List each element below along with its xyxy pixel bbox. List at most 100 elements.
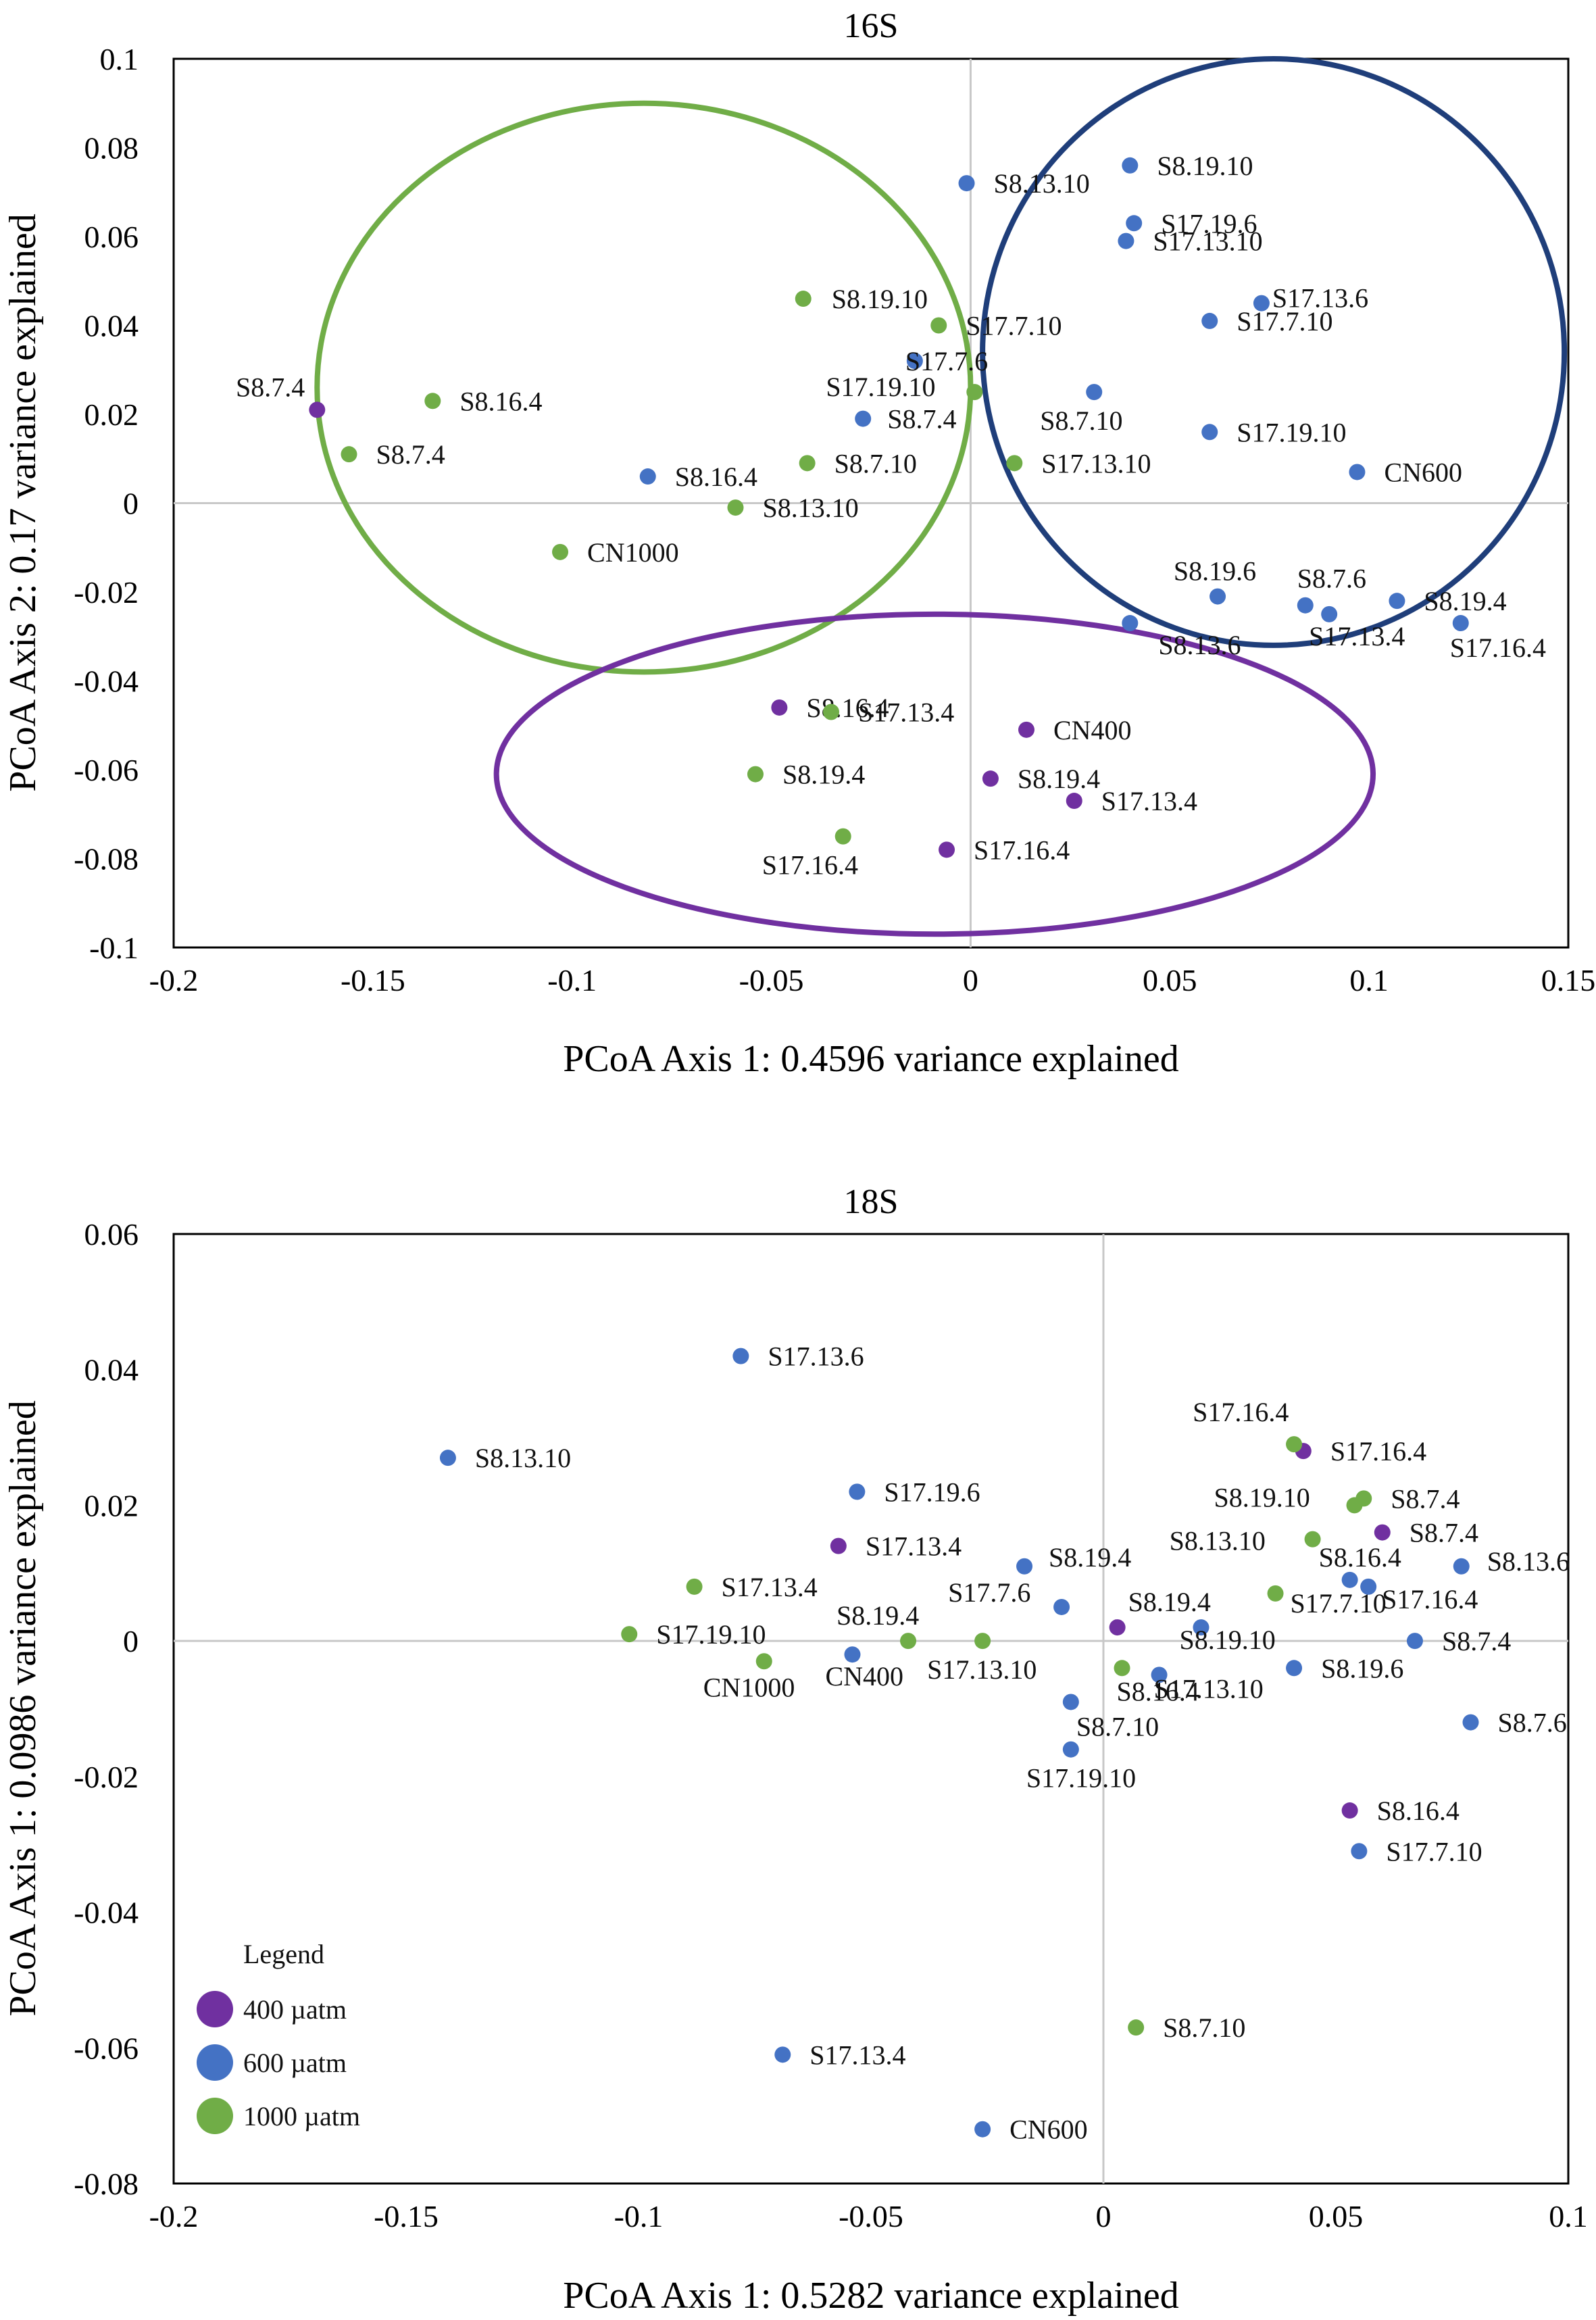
data-point: S17.13.6	[1253, 283, 1368, 314]
data-point: S8.16.4	[771, 693, 889, 723]
y-tick-label: 0.02	[84, 1488, 139, 1523]
data-point: S17.13.6	[732, 1341, 864, 1372]
point-marker	[439, 1450, 456, 1466]
data-point: S17.19.10	[621, 1619, 766, 1650]
point-label: S17.13.10	[1041, 448, 1151, 478]
point-label: S8.7.10	[1040, 405, 1122, 436]
data-point: S8.19.4	[1109, 1587, 1211, 1636]
point-label: S17.16.4	[1450, 633, 1546, 663]
x-tick-label: -0.05	[739, 963, 804, 997]
x-tick-label: -0.1	[547, 963, 597, 997]
point-label: S8.7.4	[376, 439, 445, 470]
point-label: S8.19.4	[1128, 1587, 1211, 1617]
data-point: S17.13.10	[1006, 448, 1151, 478]
x-tick-label: 0	[963, 963, 978, 997]
y-tick-label: -0.08	[74, 2167, 139, 2201]
point-label: S8.19.4	[1049, 1542, 1131, 1573]
point-label: S17.13.4	[1309, 621, 1405, 651]
data-point: S8.7.4	[1355, 1483, 1460, 1514]
data-point: S17.19.6	[849, 1477, 980, 1507]
point-marker	[1341, 1571, 1358, 1588]
point-label: S17.19.10	[1237, 417, 1346, 447]
point-marker	[939, 841, 955, 858]
chart-title: 16S	[844, 7, 899, 45]
point-label: S8.16.4	[1319, 1542, 1401, 1573]
data-point: S17.16.4	[1450, 615, 1546, 663]
data-point: CN600	[974, 2115, 1088, 2145]
y-tick-label: -0.04	[74, 1896, 139, 1930]
point-label: S17.19.10	[826, 372, 935, 402]
data-point: S8.19.10	[1214, 1482, 1363, 1514]
data-point: S17.16.4	[939, 835, 1070, 865]
data-point: S17.16.4	[1360, 1578, 1478, 1614]
point-marker	[1346, 1497, 1363, 1514]
legend-swatch-600	[197, 2044, 233, 2081]
point-marker	[958, 175, 975, 192]
data-point: S8.7.10	[1040, 384, 1122, 436]
data-point: S17.13.10	[1118, 226, 1263, 257]
point-marker	[900, 1633, 917, 1650]
data-point: S17.13.10	[927, 1633, 1037, 1685]
point-label: S8.7.10	[1163, 2013, 1245, 2043]
data-point: S8.19.6	[1174, 556, 1256, 605]
point-marker	[755, 1653, 772, 1670]
data-point: S8.16.4	[424, 386, 543, 416]
chart-title: 18S	[844, 1183, 899, 1221]
point-label: S17.7.6	[905, 346, 988, 376]
data-point: S17.7.10	[1201, 306, 1333, 337]
point-marker	[906, 353, 923, 370]
x-axis-label: PCoA Axis 1: 0.5282 variance explained	[563, 2275, 1178, 2317]
data-point: S8.7.10	[799, 448, 917, 478]
x-tick-label: -0.05	[839, 2199, 903, 2233]
data-point: S8.13.6	[1122, 615, 1241, 660]
point-marker	[1151, 1667, 1168, 1683]
data-point: S8.16.4	[1319, 1542, 1401, 1588]
y-tick-label: -0.08	[74, 842, 139, 877]
y-tick-label: 0.04	[84, 309, 139, 343]
data-point: S8.19.4	[1389, 586, 1507, 616]
point-marker	[1118, 232, 1134, 249]
data-point: S17.7.10	[1351, 1836, 1482, 1867]
y-tick-label: 0	[123, 487, 139, 521]
point-label: S8.7.4	[1442, 1626, 1511, 1656]
data-point: S8.16.4	[1114, 1660, 1199, 1706]
point-marker	[974, 2121, 991, 2138]
point-label: S17.7.10	[1386, 1836, 1482, 1867]
data-point: S17.13.4	[830, 1531, 962, 1562]
x-tick-label: -0.15	[341, 963, 405, 997]
point-label: S8.19.6	[1174, 556, 1256, 587]
point-label: S8.7.4	[887, 404, 956, 435]
point-marker	[1286, 1660, 1303, 1677]
y-tick-label: 0.08	[84, 131, 139, 166]
point-marker	[1462, 1714, 1479, 1731]
point-label: S17.13.4	[809, 2040, 905, 2070]
point-marker	[639, 468, 656, 485]
point-label: S17.16.4	[974, 835, 1070, 865]
point-label: S8.19.4	[1018, 764, 1100, 794]
point-marker	[982, 770, 999, 787]
point-label: CN600	[1009, 2115, 1088, 2145]
point-marker	[1360, 1578, 1377, 1595]
point-marker	[1201, 312, 1218, 329]
x-axis-label: PCoA Axis 1: 0.4596 variance explained	[563, 1038, 1178, 1080]
point-marker	[341, 446, 357, 463]
data-point: S17.13.10	[1151, 1667, 1264, 1704]
data-point: CN400	[1018, 715, 1132, 745]
point-marker	[844, 1646, 861, 1663]
x-tick-label: 0.1	[1349, 963, 1389, 997]
point-marker	[974, 1633, 991, 1650]
point-marker	[1321, 606, 1338, 622]
data-point: S8.19.4	[1016, 1542, 1131, 1575]
point-label: S17.13.6	[1272, 283, 1368, 314]
legend-swatch-400	[197, 1991, 233, 2027]
point-label: S8.13.10	[994, 168, 1090, 199]
data-point: S8.7.4	[1374, 1518, 1478, 1548]
point-marker	[930, 317, 947, 334]
point-marker	[732, 1348, 749, 1364]
data-point: CN400	[825, 1646, 903, 1692]
y-tick-label: -0.1	[89, 931, 139, 965]
x-tick-label: 0.1	[1549, 2199, 1588, 2233]
legend-label: 1000 µatm	[243, 2101, 360, 2131]
point-marker	[774, 2046, 791, 2063]
point-marker	[1018, 721, 1034, 738]
